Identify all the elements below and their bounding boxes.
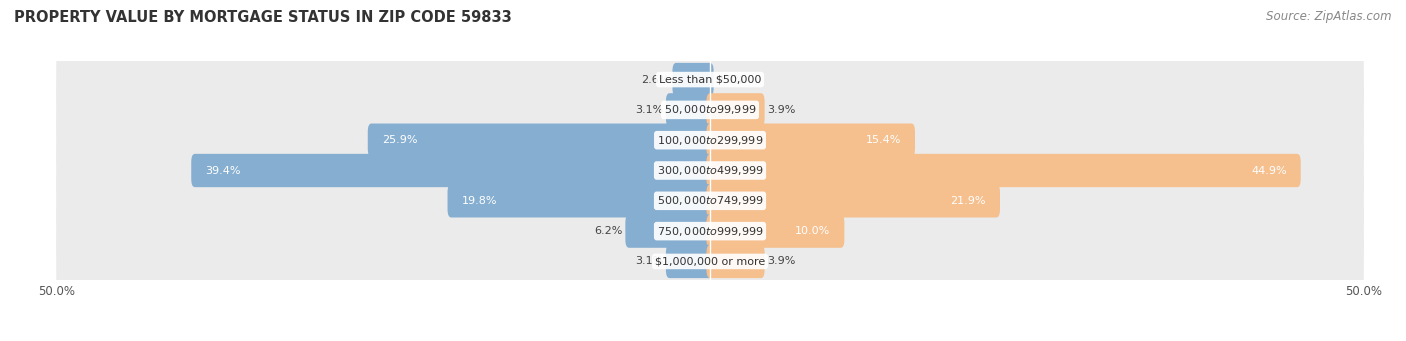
FancyBboxPatch shape — [706, 214, 845, 248]
Text: 15.4%: 15.4% — [866, 135, 901, 145]
FancyBboxPatch shape — [447, 184, 714, 218]
Text: $50,000 to $99,999: $50,000 to $99,999 — [664, 103, 756, 116]
Text: $300,000 to $499,999: $300,000 to $499,999 — [657, 164, 763, 177]
FancyBboxPatch shape — [56, 173, 1364, 290]
FancyBboxPatch shape — [191, 154, 714, 187]
Text: $100,000 to $299,999: $100,000 to $299,999 — [657, 134, 763, 147]
Text: 25.9%: 25.9% — [382, 135, 418, 145]
Text: 10.0%: 10.0% — [794, 226, 831, 236]
Text: 3.9%: 3.9% — [768, 105, 796, 115]
FancyBboxPatch shape — [56, 112, 1364, 229]
FancyBboxPatch shape — [56, 51, 1364, 168]
Text: 44.9%: 44.9% — [1251, 165, 1286, 176]
Text: $1,000,000 or more: $1,000,000 or more — [655, 256, 765, 266]
Text: 2.6%: 2.6% — [641, 75, 669, 85]
FancyBboxPatch shape — [56, 203, 1364, 320]
FancyBboxPatch shape — [706, 245, 765, 278]
Text: 0.0%: 0.0% — [717, 75, 745, 85]
Text: PROPERTY VALUE BY MORTGAGE STATUS IN ZIP CODE 59833: PROPERTY VALUE BY MORTGAGE STATUS IN ZIP… — [14, 10, 512, 25]
FancyBboxPatch shape — [626, 214, 714, 248]
FancyBboxPatch shape — [666, 245, 714, 278]
Text: 39.4%: 39.4% — [205, 165, 240, 176]
FancyBboxPatch shape — [706, 123, 915, 157]
Text: Less than $50,000: Less than $50,000 — [659, 75, 761, 85]
Text: 21.9%: 21.9% — [950, 196, 986, 206]
FancyBboxPatch shape — [56, 82, 1364, 198]
FancyBboxPatch shape — [672, 63, 714, 96]
FancyBboxPatch shape — [666, 93, 714, 127]
Text: $500,000 to $749,999: $500,000 to $749,999 — [657, 194, 763, 207]
FancyBboxPatch shape — [706, 184, 1000, 218]
Text: Source: ZipAtlas.com: Source: ZipAtlas.com — [1267, 10, 1392, 23]
FancyBboxPatch shape — [56, 21, 1364, 138]
Text: $750,000 to $999,999: $750,000 to $999,999 — [657, 225, 763, 238]
Text: 3.9%: 3.9% — [768, 256, 796, 266]
Text: 6.2%: 6.2% — [595, 226, 623, 236]
FancyBboxPatch shape — [56, 143, 1364, 259]
Text: 3.1%: 3.1% — [634, 105, 664, 115]
Text: 3.1%: 3.1% — [634, 256, 664, 266]
FancyBboxPatch shape — [368, 123, 714, 157]
Text: 19.8%: 19.8% — [461, 196, 498, 206]
FancyBboxPatch shape — [706, 154, 1301, 187]
FancyBboxPatch shape — [706, 93, 765, 127]
